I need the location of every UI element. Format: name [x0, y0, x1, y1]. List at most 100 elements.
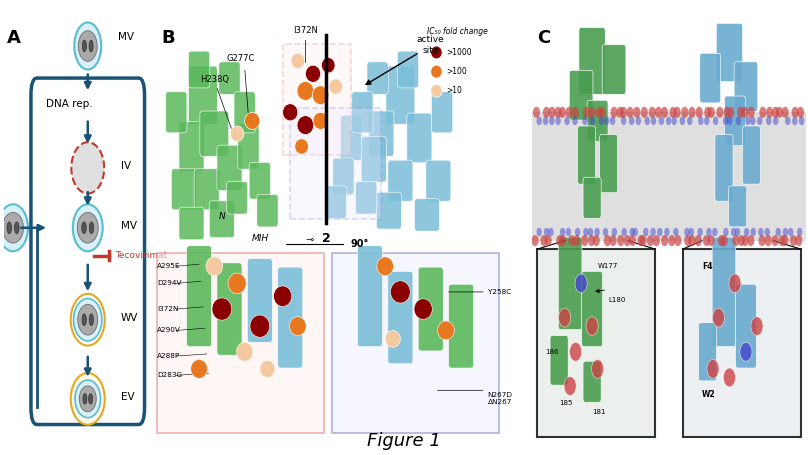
FancyBboxPatch shape: [166, 92, 187, 133]
Circle shape: [712, 228, 718, 236]
Circle shape: [560, 228, 566, 236]
FancyBboxPatch shape: [356, 182, 377, 214]
FancyBboxPatch shape: [729, 186, 747, 227]
Text: A288P: A288P: [158, 353, 180, 359]
Circle shape: [750, 116, 755, 125]
FancyBboxPatch shape: [579, 28, 605, 94]
Text: 90°: 90°: [351, 239, 369, 249]
Circle shape: [595, 107, 603, 118]
Circle shape: [666, 116, 671, 125]
FancyBboxPatch shape: [583, 177, 601, 218]
Circle shape: [653, 235, 660, 246]
FancyBboxPatch shape: [377, 192, 402, 229]
Circle shape: [593, 235, 600, 246]
Text: F4: F4: [702, 262, 713, 271]
FancyBboxPatch shape: [340, 115, 362, 161]
Text: L180: L180: [608, 298, 626, 303]
Circle shape: [572, 116, 578, 125]
FancyBboxPatch shape: [558, 237, 582, 329]
Circle shape: [723, 228, 729, 236]
Circle shape: [681, 107, 688, 118]
Circle shape: [766, 107, 773, 118]
Text: IC₅₀ fold change: IC₅₀ fold change: [427, 27, 488, 36]
FancyBboxPatch shape: [600, 135, 617, 193]
Circle shape: [414, 299, 432, 319]
Circle shape: [604, 116, 609, 125]
Circle shape: [688, 228, 694, 236]
Circle shape: [588, 235, 595, 246]
Text: DNA rep.: DNA rep.: [47, 99, 93, 109]
Circle shape: [645, 116, 650, 125]
Text: >100: >100: [446, 67, 467, 76]
FancyBboxPatch shape: [419, 267, 444, 351]
FancyBboxPatch shape: [361, 136, 386, 182]
Circle shape: [738, 235, 745, 246]
Circle shape: [747, 107, 755, 118]
Circle shape: [706, 228, 712, 236]
Circle shape: [617, 235, 625, 246]
FancyBboxPatch shape: [200, 111, 229, 157]
FancyBboxPatch shape: [368, 111, 394, 157]
Circle shape: [603, 228, 608, 236]
Circle shape: [543, 107, 550, 118]
Ellipse shape: [89, 314, 94, 326]
Circle shape: [587, 228, 593, 236]
Circle shape: [599, 107, 606, 118]
FancyBboxPatch shape: [188, 66, 217, 124]
FancyBboxPatch shape: [179, 207, 204, 240]
Circle shape: [548, 228, 553, 236]
Circle shape: [735, 116, 741, 125]
Circle shape: [617, 107, 624, 118]
Circle shape: [797, 228, 802, 236]
FancyBboxPatch shape: [187, 246, 212, 347]
FancyBboxPatch shape: [743, 126, 760, 184]
Circle shape: [649, 107, 656, 118]
Bar: [290, 108, 381, 219]
FancyBboxPatch shape: [325, 186, 347, 218]
Circle shape: [274, 286, 292, 307]
Ellipse shape: [78, 304, 98, 335]
Circle shape: [760, 107, 766, 118]
Circle shape: [659, 116, 664, 125]
Circle shape: [537, 228, 542, 236]
Circle shape: [708, 235, 714, 246]
Text: >1000: >1000: [446, 48, 472, 57]
Circle shape: [713, 116, 718, 125]
Ellipse shape: [15, 222, 19, 234]
FancyBboxPatch shape: [333, 158, 354, 195]
Circle shape: [729, 274, 741, 293]
Text: MIH: MIH: [251, 233, 268, 243]
Circle shape: [716, 107, 723, 118]
Circle shape: [779, 235, 785, 246]
Circle shape: [664, 228, 670, 236]
Circle shape: [191, 359, 208, 378]
Circle shape: [559, 235, 566, 246]
Circle shape: [250, 315, 270, 337]
Text: MV: MV: [120, 221, 137, 231]
Circle shape: [731, 228, 736, 236]
Circle shape: [718, 235, 725, 246]
Circle shape: [543, 116, 549, 125]
Circle shape: [312, 86, 329, 105]
Text: 186: 186: [545, 349, 559, 355]
Circle shape: [283, 104, 298, 121]
Text: D283G: D283G: [158, 372, 183, 378]
FancyBboxPatch shape: [415, 199, 440, 231]
Circle shape: [555, 116, 561, 125]
Text: Figure 1: Figure 1: [367, 432, 441, 450]
Circle shape: [734, 228, 740, 236]
Ellipse shape: [82, 314, 86, 326]
Circle shape: [633, 228, 638, 236]
Ellipse shape: [83, 394, 87, 404]
Circle shape: [599, 116, 604, 125]
FancyBboxPatch shape: [406, 113, 432, 163]
Ellipse shape: [75, 380, 100, 418]
Circle shape: [647, 235, 654, 246]
Text: Tecovirimat: Tecovirimat: [115, 251, 167, 260]
Ellipse shape: [71, 142, 104, 193]
Circle shape: [650, 228, 656, 236]
Circle shape: [744, 228, 749, 236]
Text: G277C: G277C: [227, 54, 255, 63]
FancyBboxPatch shape: [431, 92, 452, 133]
Circle shape: [688, 107, 696, 118]
